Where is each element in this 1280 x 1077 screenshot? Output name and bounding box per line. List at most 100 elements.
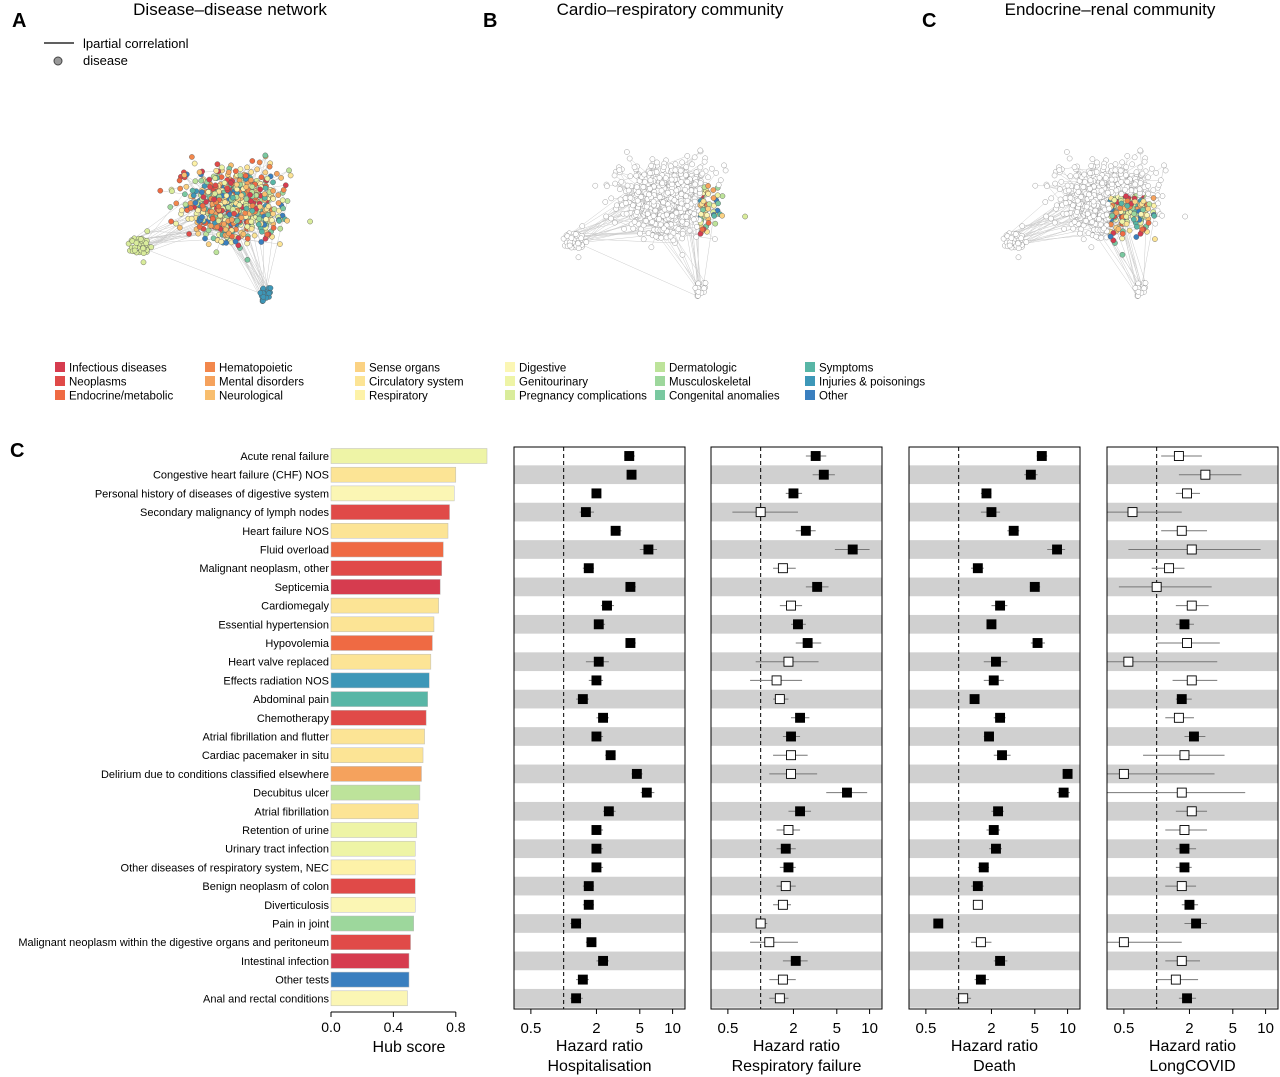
network-node [189, 187, 196, 194]
network-node [205, 189, 212, 195]
network-node [1132, 198, 1138, 205]
legend-swatch [655, 376, 665, 386]
network-node [686, 227, 693, 234]
network-node [167, 204, 174, 210]
network-node [638, 194, 644, 200]
network-node [199, 202, 206, 209]
network-node [1124, 153, 1131, 159]
network-node [1100, 164, 1107, 170]
stripe [711, 465, 882, 485]
network-node [691, 211, 697, 217]
hub-bar [330, 934, 411, 950]
network-node [1071, 219, 1078, 225]
forest-tick-label: 0.5 [1113, 1020, 1134, 1037]
network-node [1074, 184, 1080, 190]
hr-point [997, 750, 1007, 761]
network-node [693, 234, 700, 240]
hr-point [777, 899, 788, 910]
network-node [195, 230, 202, 237]
hr-point [591, 675, 602, 686]
network-node [1117, 167, 1124, 174]
network-node [214, 161, 221, 167]
network-node [662, 175, 669, 181]
hr-point [771, 675, 782, 686]
network-node [715, 200, 721, 207]
network-node [1119, 251, 1126, 258]
hr-point [783, 825, 794, 835]
panel-a-title: Disease–disease network [133, 0, 327, 19]
network-node [566, 242, 573, 249]
hr-point [975, 937, 986, 948]
condition-label: Delirium due to conditions classified el… [101, 769, 329, 781]
network-node [649, 156, 656, 162]
hr-point [995, 600, 1006, 611]
network-node [223, 240, 229, 246]
hr-point [986, 619, 997, 630]
network-node [627, 173, 634, 180]
network-node [618, 178, 625, 185]
network-node [1162, 167, 1169, 174]
hub-bar [330, 840, 416, 857]
network-node [262, 169, 269, 176]
network-node [276, 218, 282, 224]
network-node [704, 212, 710, 218]
network-node [267, 285, 274, 291]
network-node [706, 201, 713, 207]
condition-label: Anal and rectal conditions [203, 993, 329, 1005]
hr-point [571, 918, 582, 929]
network-node [695, 289, 702, 295]
network-node [1048, 215, 1054, 222]
hr-point [1176, 881, 1187, 892]
legend-label: Dermatologic [669, 363, 737, 375]
network-node [1093, 169, 1100, 175]
network-node [673, 209, 680, 216]
hub-bar [330, 523, 449, 539]
network-node [244, 223, 251, 230]
network-node [592, 182, 599, 189]
network-node [1099, 180, 1106, 187]
network-node [1052, 180, 1058, 187]
forest-outcome: Death [973, 1058, 1016, 1075]
stripe [514, 540, 685, 559]
network-node [673, 187, 680, 194]
network-node [282, 182, 289, 188]
network-edge [160, 190, 194, 196]
hr-point [1179, 843, 1190, 854]
network-node [701, 158, 708, 165]
network-node [572, 231, 579, 237]
network-node [186, 231, 192, 237]
network-node [711, 213, 717, 219]
hr-point [969, 694, 980, 705]
network-node [631, 219, 638, 225]
hr-point [625, 638, 636, 648]
hub-bar [330, 579, 441, 595]
stripe [514, 914, 685, 933]
hr-point [610, 525, 621, 536]
network-node [260, 285, 267, 292]
network-node [654, 159, 660, 166]
network-node [1063, 200, 1069, 206]
network-node [229, 194, 236, 201]
network-node [1159, 212, 1165, 219]
hazard-ratio-panels: 0.5 2 5 10 Hazard ratio Hospitalisation 0.5 2 5 1… [513, 446, 1279, 1075]
condition-label: Benign neoplasm of colon [202, 881, 329, 893]
network-node [248, 177, 254, 183]
network-edge [572, 240, 698, 297]
network-node [1094, 159, 1100, 166]
hr-point [1186, 600, 1197, 611]
hr-point [1186, 544, 1197, 555]
network-node [626, 155, 633, 162]
network-edge [695, 218, 701, 291]
network-node [248, 169, 255, 175]
condition-label: Cardiac pacemaker in situ [202, 750, 329, 762]
hr-point [1173, 712, 1184, 723]
hr-point [1058, 787, 1069, 798]
network-node [1087, 185, 1093, 192]
network-node [284, 217, 290, 224]
network-node [611, 172, 618, 179]
network-node [1065, 187, 1072, 194]
network-node [244, 235, 251, 242]
hr-point [780, 881, 791, 892]
forest-tick-label: 5 [833, 1020, 841, 1037]
network-node [647, 177, 654, 184]
